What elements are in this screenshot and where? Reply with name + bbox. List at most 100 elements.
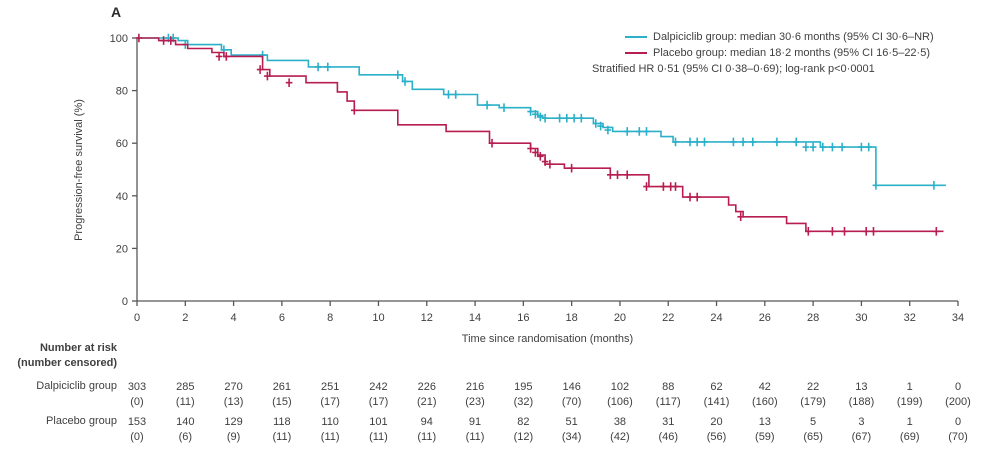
svg-text:0: 0 — [955, 381, 961, 393]
svg-text:(70): (70) — [562, 396, 582, 408]
svg-text:129: 129 — [224, 416, 242, 428]
legend-stats-line: Stratified HR 0·51 (95% CI 0·38–0·69); l… — [592, 63, 875, 75]
svg-text:110: 110 — [321, 416, 339, 428]
legend-label-placebo: Placebo group: median 18·2 months (95% C… — [653, 47, 930, 59]
x-axis-title: Time since randomisation (months) — [461, 333, 634, 345]
svg-text:22: 22 — [662, 312, 674, 324]
svg-text:(70): (70) — [948, 431, 968, 443]
svg-text:(141): (141) — [704, 396, 730, 408]
svg-text:4: 4 — [231, 312, 237, 324]
svg-text:(9): (9) — [227, 431, 240, 443]
placebo-line-swatch — [625, 52, 647, 54]
svg-text:0: 0 — [134, 312, 140, 324]
svg-text:(11): (11) — [369, 431, 388, 443]
svg-text:94: 94 — [421, 416, 433, 428]
risk-row-label-placebo: Placebo group — [46, 415, 117, 427]
svg-text:(11): (11) — [417, 431, 436, 443]
risk-table-numbers: 303 (0) 285 (11) 270 (13) 261 (15) 251 (17) 242 (17… — [128, 381, 971, 443]
svg-text:(188): (188) — [849, 396, 875, 408]
svg-text:20: 20 — [116, 243, 128, 255]
svg-text:118: 118 — [273, 416, 291, 428]
risk-table-header-line2: (number censored) — [17, 357, 117, 369]
svg-text:146: 146 — [562, 381, 580, 393]
svg-text:(67): (67) — [852, 431, 872, 443]
svg-text:(106): (106) — [607, 396, 633, 408]
svg-text:60: 60 — [116, 138, 128, 150]
svg-text:32: 32 — [904, 312, 916, 324]
svg-text:31: 31 — [662, 416, 674, 428]
svg-text:3: 3 — [858, 416, 864, 428]
svg-text:42: 42 — [759, 381, 771, 393]
svg-text:(0): (0) — [130, 431, 143, 443]
svg-text:(11): (11) — [321, 431, 340, 443]
svg-text:1: 1 — [907, 381, 913, 393]
svg-text:(56): (56) — [707, 431, 727, 443]
svg-text:270: 270 — [224, 381, 242, 393]
svg-text:(17): (17) — [369, 396, 389, 408]
svg-text:(17): (17) — [320, 396, 340, 408]
svg-text:24: 24 — [710, 312, 722, 324]
svg-text:195: 195 — [514, 381, 532, 393]
risk-row-label-dalpiciclib: Dalpiciclib group — [36, 380, 117, 392]
svg-text:12: 12 — [421, 312, 433, 324]
svg-text:0: 0 — [955, 416, 961, 428]
svg-text:80: 80 — [116, 86, 128, 98]
svg-text:10: 10 — [372, 312, 384, 324]
svg-text:26: 26 — [759, 312, 771, 324]
svg-text:(199): (199) — [897, 396, 923, 408]
svg-text:140: 140 — [176, 416, 194, 428]
svg-text:82: 82 — [517, 416, 529, 428]
svg-text:251: 251 — [321, 381, 339, 393]
svg-text:40: 40 — [116, 191, 128, 203]
svg-text:(6): (6) — [179, 431, 192, 443]
svg-text:101: 101 — [369, 416, 387, 428]
censor-marks-placebo — [135, 33, 940, 236]
svg-text:(117): (117) — [656, 396, 681, 408]
svg-text:216: 216 — [466, 381, 484, 393]
svg-text:(0): (0) — [130, 396, 143, 408]
svg-text:16: 16 — [517, 312, 529, 324]
svg-text:6: 6 — [279, 312, 285, 324]
svg-text:22: 22 — [807, 381, 819, 393]
svg-text:14: 14 — [469, 312, 481, 324]
svg-text:(59): (59) — [755, 431, 775, 443]
svg-text:18: 18 — [566, 312, 578, 324]
svg-text:(65): (65) — [803, 431, 823, 443]
svg-text:34: 34 — [952, 312, 964, 324]
svg-text:(15): (15) — [272, 396, 292, 408]
svg-text:28: 28 — [807, 312, 819, 324]
svg-text:20: 20 — [710, 416, 722, 428]
svg-text:(11): (11) — [273, 431, 292, 443]
svg-text:62: 62 — [710, 381, 722, 393]
svg-text:30: 30 — [855, 312, 867, 324]
svg-text:0: 0 — [122, 296, 128, 308]
svg-text:(34): (34) — [562, 431, 582, 443]
svg-text:(160): (160) — [752, 396, 778, 408]
svg-text:(42): (42) — [610, 431, 630, 443]
svg-text:(13): (13) — [224, 396, 244, 408]
svg-text:1: 1 — [907, 416, 913, 428]
km-curve-placebo — [137, 37, 944, 233]
svg-text:(46): (46) — [658, 431, 678, 443]
legend-item-dalpiciclib: Dalpiciclib group: median 30·6 months (9… — [592, 29, 934, 45]
svg-text:(11): (11) — [466, 431, 485, 443]
svg-text:226: 226 — [418, 381, 436, 393]
svg-text:261: 261 — [273, 381, 291, 393]
y-axis-title: Progression-free survival (%) — [73, 99, 85, 241]
svg-text:102: 102 — [611, 381, 629, 393]
svg-text:242: 242 — [369, 381, 387, 393]
risk-table-header-line1: Number at risk — [39, 342, 117, 354]
svg-text:20: 20 — [614, 312, 626, 324]
svg-text:8: 8 — [327, 312, 333, 324]
panel-label: A — [111, 4, 122, 20]
svg-text:(200): (200) — [945, 396, 971, 408]
svg-text:51: 51 — [566, 416, 578, 428]
svg-text:91: 91 — [469, 416, 481, 428]
svg-text:5: 5 — [810, 416, 816, 428]
svg-text:(11): (11) — [176, 396, 195, 408]
svg-text:285: 285 — [176, 381, 194, 393]
legend-item-placebo: Placebo group: median 18·2 months (95% C… — [592, 45, 934, 61]
svg-text:153: 153 — [128, 416, 146, 428]
